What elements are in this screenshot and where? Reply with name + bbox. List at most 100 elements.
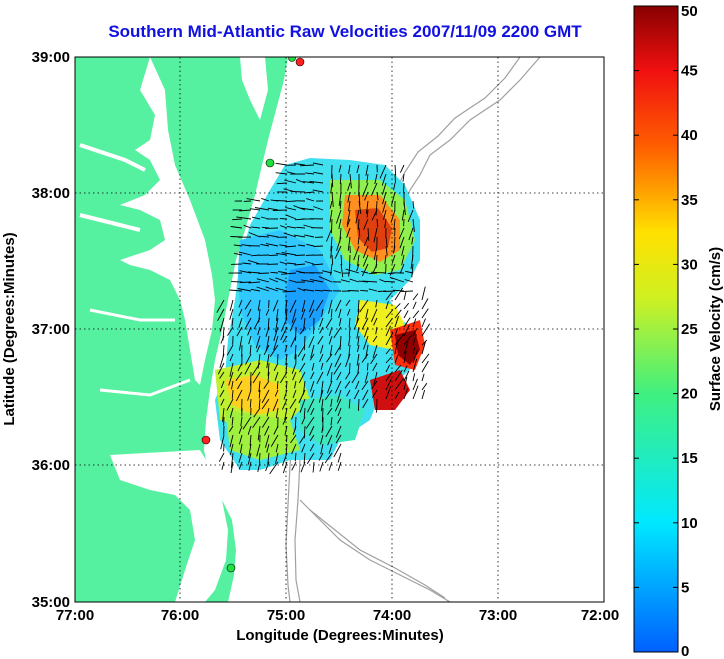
velocity-vector bbox=[365, 200, 369, 214]
velocity-vector bbox=[306, 198, 315, 202]
velocity-vector bbox=[399, 164, 405, 173]
velocity-vector bbox=[299, 434, 306, 444]
velocity-vector bbox=[371, 380, 378, 390]
velocity-vector bbox=[365, 308, 369, 320]
velocity-vector bbox=[320, 398, 324, 412]
station-marker bbox=[226, 563, 236, 573]
velocity-vector bbox=[345, 299, 351, 307]
velocity-vector bbox=[357, 299, 360, 313]
velocity-vector bbox=[238, 299, 243, 308]
velocity-vector bbox=[394, 316, 399, 328]
velocity-vector bbox=[385, 348, 391, 355]
velocity-vector bbox=[385, 236, 388, 247]
velocity-vector bbox=[292, 425, 297, 436]
velocity-vector bbox=[286, 434, 288, 443]
velocity-vector bbox=[273, 326, 279, 342]
velocity-vector bbox=[285, 214, 297, 220]
velocity-vector bbox=[372, 344, 378, 359]
velocity-vector bbox=[412, 373, 416, 382]
velocity-vector bbox=[240, 416, 243, 427]
velocity-vector bbox=[401, 209, 405, 221]
velocity-vector bbox=[336, 389, 342, 403]
velocity-vector bbox=[362, 182, 369, 197]
velocity-vector bbox=[328, 326, 333, 337]
velocity-vector bbox=[257, 299, 261, 311]
velocity-vector bbox=[237, 288, 252, 292]
velocity-vector bbox=[358, 191, 361, 206]
velocity-vector bbox=[408, 227, 414, 241]
velocity-vector bbox=[381, 173, 387, 186]
y-tick-label: 38:00 bbox=[32, 185, 70, 202]
velocity-vector bbox=[312, 461, 315, 473]
velocity-vector bbox=[280, 326, 288, 341]
velocity-vector bbox=[247, 259, 261, 265]
velocity-vector bbox=[289, 299, 297, 313]
velocity-vector bbox=[385, 325, 392, 337]
x-tick-label: 72:00 bbox=[581, 607, 619, 624]
velocity-vector bbox=[353, 245, 360, 261]
velocity-vector bbox=[328, 461, 333, 471]
velocity-vector bbox=[338, 191, 342, 206]
velocity-vector bbox=[340, 279, 351, 283]
colorbar-tick-label: 20 bbox=[681, 386, 698, 403]
velocity-vector bbox=[219, 371, 225, 379]
velocity-vector bbox=[299, 398, 306, 413]
velocity-vector bbox=[385, 364, 391, 373]
velocity-vector bbox=[319, 353, 324, 363]
velocity-vector bbox=[331, 254, 334, 265]
velocity-vector bbox=[394, 339, 399, 355]
velocity-vector bbox=[401, 290, 414, 293]
station-marker bbox=[265, 158, 275, 168]
velocity-vector bbox=[281, 398, 288, 410]
velocity-vector bbox=[219, 389, 225, 398]
velocity-vector bbox=[230, 226, 243, 229]
velocity-vector bbox=[279, 261, 288, 265]
velocity-vector bbox=[297, 287, 306, 292]
velocity-vector bbox=[356, 308, 360, 324]
velocity-vector bbox=[340, 263, 344, 278]
velocity-vector bbox=[320, 344, 324, 354]
velocity-vector bbox=[316, 371, 324, 384]
velocity-vector bbox=[304, 261, 315, 265]
velocity-vector bbox=[257, 326, 261, 336]
velocity-vector bbox=[299, 362, 306, 373]
velocity-vector bbox=[251, 226, 261, 229]
velocity-vector bbox=[355, 209, 360, 224]
velocity-vector bbox=[322, 289, 333, 292]
velocity-vector bbox=[303, 407, 306, 418]
velocity-vector bbox=[238, 452, 243, 463]
velocity-vector bbox=[402, 173, 405, 182]
velocity-vector bbox=[293, 205, 306, 211]
velocity-vector bbox=[347, 236, 351, 251]
velocity-vector bbox=[421, 339, 428, 346]
velocity-vector bbox=[272, 398, 279, 412]
velocity-vector bbox=[348, 326, 351, 337]
velocity-vector bbox=[394, 364, 402, 373]
velocity-vector bbox=[385, 280, 396, 283]
velocity-vector bbox=[403, 324, 410, 337]
velocity-vector bbox=[238, 335, 243, 351]
velocity-vector bbox=[315, 299, 324, 312]
velocity-vector bbox=[269, 278, 279, 283]
velocity-vector bbox=[251, 254, 261, 257]
velocity-vector bbox=[329, 209, 333, 223]
velocity-vector bbox=[379, 278, 387, 283]
velocity-vector bbox=[403, 350, 407, 364]
velocity-vector bbox=[337, 461, 342, 471]
velocity-vector bbox=[238, 434, 243, 445]
velocity-vector bbox=[266, 353, 270, 369]
velocity-vector bbox=[231, 389, 234, 399]
velocity-vector bbox=[403, 387, 409, 400]
velocity-vector bbox=[421, 373, 425, 382]
velocity-vector bbox=[330, 308, 333, 318]
velocity-vector bbox=[309, 443, 315, 452]
x-tick-label: 74:00 bbox=[373, 607, 411, 624]
velocity-vector bbox=[333, 443, 342, 458]
velocity-vector bbox=[334, 353, 342, 368]
velocity-vector bbox=[411, 263, 414, 278]
velocity-vector bbox=[401, 254, 405, 266]
velocity-vector bbox=[398, 227, 405, 240]
velocity-vector bbox=[250, 208, 261, 211]
velocity-vector bbox=[288, 279, 297, 283]
velocity-vector bbox=[220, 335, 225, 344]
